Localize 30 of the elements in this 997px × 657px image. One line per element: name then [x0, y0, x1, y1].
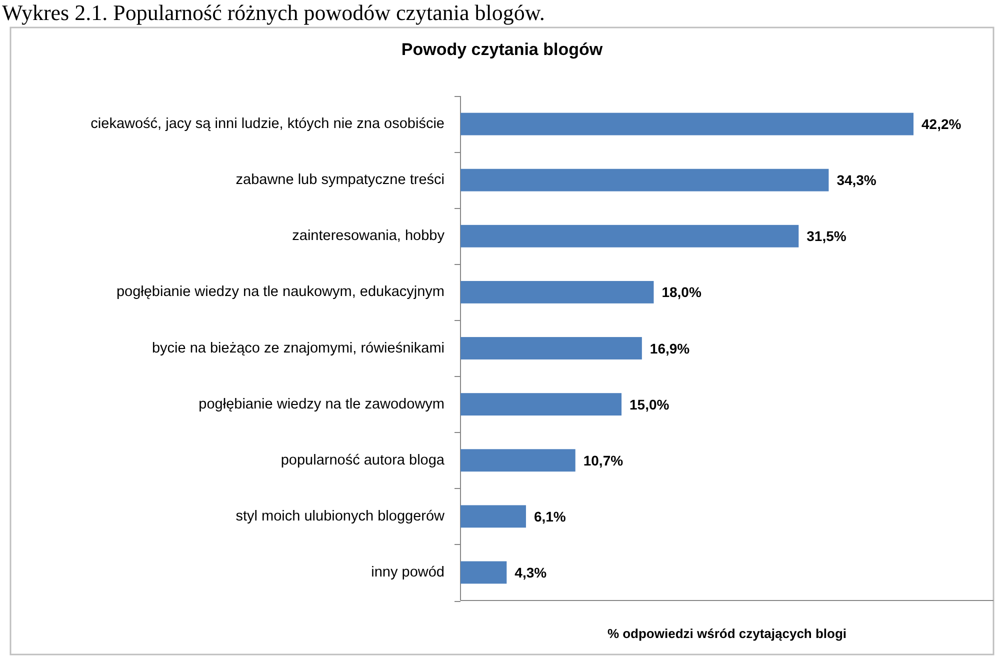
- y-tick-label: styl moich ulubionych bloggerów: [236, 508, 446, 524]
- y-tick-label: zainteresowania, hobby: [292, 228, 446, 244]
- bar: [460, 393, 622, 416]
- bar: [460, 337, 642, 360]
- x-axis-title: % odpowiedzi wśród czytających blogi: [607, 626, 847, 641]
- bar: [460, 561, 507, 584]
- data-label: 34,3%: [836, 172, 877, 188]
- data-label: 15,0%: [630, 396, 670, 412]
- text: Wykres 2.1. Popularność różnych powodów czytania blogów.: [2, 0, 545, 25]
- y-tick-label: inny powód: [371, 564, 444, 580]
- y-tick-label: bycie na bieżąco ze znajomymi, rówieśnikami: [152, 340, 444, 356]
- bar: [460, 505, 526, 528]
- data-label: 4,3%: [514, 564, 548, 580]
- y-tick-label: popularność autora bloga: [280, 452, 446, 468]
- bar: [460, 280, 654, 304]
- bar: [460, 224, 799, 248]
- data-label: 42,2%: [922, 116, 962, 132]
- y-tick-label: ciekawość, jacy są inni ludzie, któych nie zna osobiście: [90, 116, 444, 132]
- chart-title: Powody czytania blogów: [401, 40, 604, 59]
- bar: [460, 449, 576, 472]
- y-tick-label: pogłębianie wiedzy na tle zawodowym: [198, 396, 444, 412]
- bar: [460, 112, 914, 136]
- data-label: 10,7%: [583, 452, 624, 468]
- data-label: 31,5%: [806, 228, 847, 244]
- data-label: 16,9%: [650, 340, 690, 356]
- data-label: 6,1%: [534, 508, 566, 524]
- bar: [460, 168, 829, 192]
- y-tick-label: pogłębianie wiedzy na tle naukowym, edukacyjnym: [116, 284, 444, 300]
- data-label: 18,0%: [662, 284, 702, 300]
- y-tick-label: zabawne lub sympatyczne treści: [236, 172, 444, 188]
